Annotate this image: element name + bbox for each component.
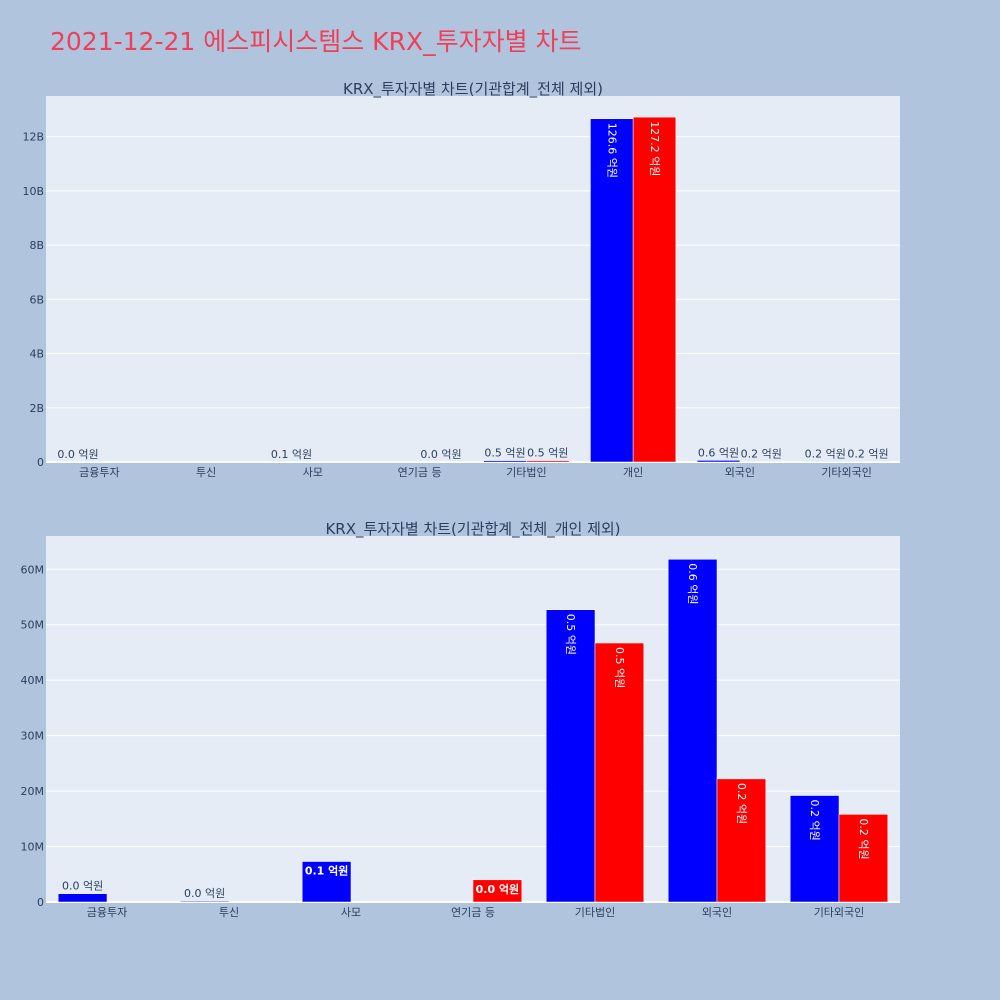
x-tick-label: 외국인 [702, 906, 732, 919]
bar-label: 0.1 억원 [305, 864, 349, 878]
bar-label: 0.2 억원 [847, 447, 888, 460]
bar-label: 0.0 억원 [476, 882, 520, 896]
bar-label: 0.2 억원 [741, 447, 782, 460]
bar [716, 778, 767, 903]
bar-label: 0.6 억원 [698, 446, 739, 459]
y-tick-label: 8B [29, 239, 44, 252]
bar-label: 0.0 억원 [57, 448, 98, 461]
page-title: 2021-12-21 에스피시스템스 KRX_투자자별 차트 [50, 27, 582, 56]
bar-label: 0.0 억원 [62, 880, 103, 893]
y-tick-label: 20M [21, 785, 45, 798]
bar-label: 0.2 억원 [735, 783, 748, 824]
bar [632, 116, 677, 463]
bar [526, 460, 570, 463]
y-tick-label: 60M [21, 563, 45, 576]
y-tick-label: 4B [29, 348, 44, 361]
bar [472, 879, 523, 903]
bar [803, 461, 847, 463]
bar [838, 814, 889, 903]
x-tick-label: 사모 [341, 906, 361, 919]
y-tick-label: 0 [37, 456, 44, 469]
bar [590, 118, 634, 463]
bar [846, 461, 890, 463]
bar [179, 900, 230, 903]
y-tick-label: 2B [29, 402, 44, 415]
x-tick-label: 기타외국인 [814, 906, 865, 919]
chart-investor-excl-individual: 0 10M 20M 30M 40M 50M 60M KRX_투자자별 차트(기관합계_전체_개… [21, 520, 900, 919]
y-tick-label: 6B [29, 293, 44, 306]
bar [57, 893, 108, 903]
x-tick-label: 금융투자 [79, 466, 119, 479]
bar [789, 795, 840, 903]
bar-label: 0.5 억원 [613, 647, 626, 688]
x-tick-label: 개인 [623, 466, 643, 479]
bar [483, 460, 527, 463]
x-tick-label: 금융투자 [87, 906, 127, 919]
x-tick-label: 투신 [196, 466, 216, 479]
y-tick-label: 10B [22, 185, 44, 198]
bar-label: 0.5 억원 [564, 614, 577, 655]
y-tick-label: 40M [21, 674, 45, 687]
plot-area [46, 96, 900, 462]
bar-label: 127.2 억원 [648, 121, 661, 176]
y-tick-label: 12B [22, 131, 44, 144]
bar [739, 461, 783, 463]
bar-label: 0.5 억원 [484, 447, 525, 460]
x-tick-label: 기타외국인 [821, 466, 872, 479]
y-tick-label: 50M [21, 619, 45, 632]
bar [696, 460, 741, 463]
chart-title: KRX_투자자별 차트(기관합계_전체 제외) [343, 80, 603, 99]
x-tick-label: 기타법인 [575, 906, 615, 919]
bar [594, 642, 645, 903]
y-tick-label: 10M [21, 841, 45, 854]
bar-label: 0.2 억원 [808, 800, 821, 841]
bar [667, 559, 718, 903]
x-tick-label: 사모 [303, 466, 323, 479]
chart-title: KRX_투자자별 차트(기관합계_전체_개인 제외) [325, 520, 620, 539]
bar-label: 0.2 억원 [805, 447, 846, 460]
x-tick-label: 투신 [219, 906, 239, 919]
bar-label: 0.1 억원 [271, 448, 312, 461]
bar-label: 0.5 억원 [527, 447, 568, 460]
bar-label: 0.0 억원 [184, 887, 225, 900]
bar-label: 0.0 억원 [420, 448, 461, 461]
x-tick-label: 연기금 등 [451, 906, 495, 919]
bar-label: 0.6 억원 [686, 563, 699, 604]
chart-investor-excl-institution: 0 2B 4B 6B 8B 10B 12B KRX_투자자별 차트(기관합계_전체 제외) 금융… [22, 80, 900, 479]
x-tick-label: 연기금 등 [398, 466, 442, 479]
y-tick-label: 30M [21, 730, 45, 743]
bar [301, 861, 352, 903]
y-tick-label: 0 [37, 896, 44, 909]
bar-label: 126.6 억원 [605, 123, 618, 178]
plot-area [46, 536, 900, 902]
x-tick-label: 외국인 [725, 466, 755, 479]
x-tick-label: 기타법인 [506, 466, 546, 479]
bar-label: 0.2 억원 [857, 818, 870, 859]
